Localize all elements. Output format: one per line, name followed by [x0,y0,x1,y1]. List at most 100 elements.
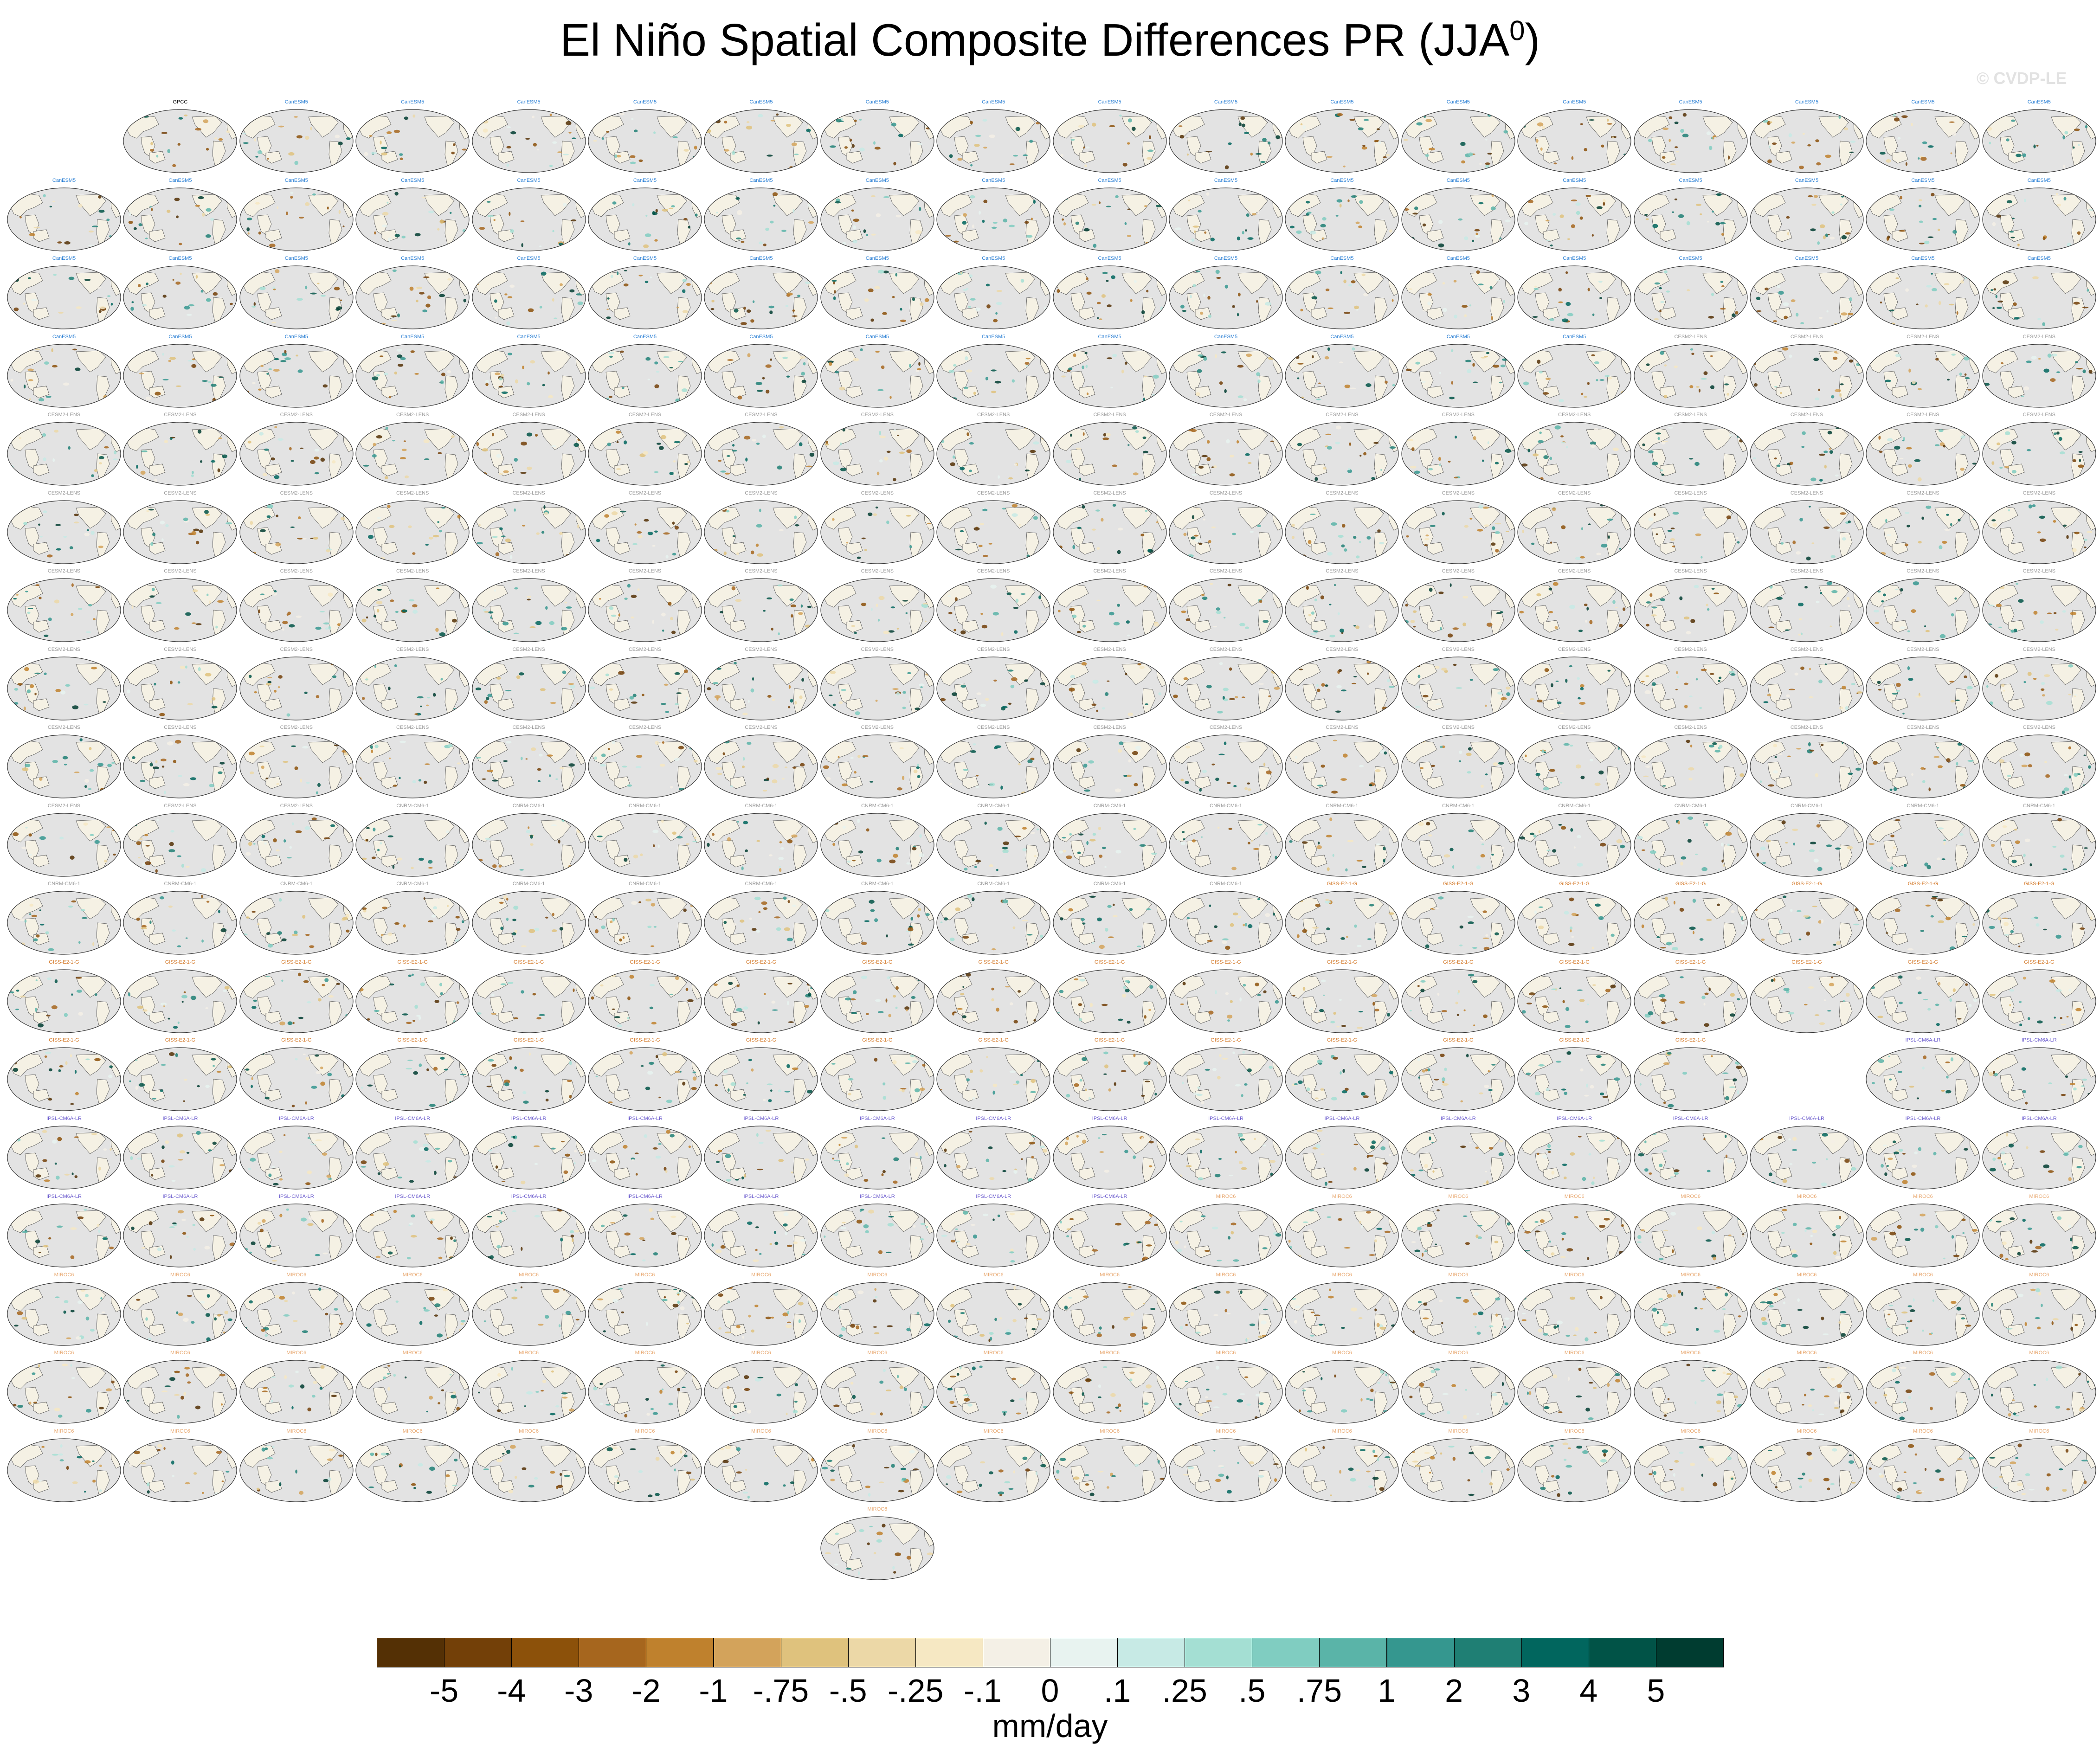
anomaly-cell [842,825,846,829]
land-mass [1543,620,1560,633]
land-mass [909,297,923,324]
anomaly-cell [453,143,456,146]
panel-title: CanESM5 [982,256,1005,261]
anomaly-cell [1086,841,1089,845]
land-mass [381,698,398,711]
anomaly-cell [1956,762,1958,766]
anomaly-cell [1520,391,1526,394]
anomaly-cell [1134,280,1137,283]
anomaly-cell [1505,219,1511,222]
land-mass [677,844,691,871]
anomaly-cell [1214,354,1217,358]
anomaly-cell [1257,824,1263,825]
map-border [1401,109,1515,173]
panel-title: CESM2-LENS [280,803,313,809]
anomaly-cell [624,440,627,444]
anomaly-cell [1226,439,1230,444]
anomaly-cell [791,614,793,618]
anomaly-cell [200,290,204,293]
anomaly-cell [2059,451,2065,455]
anomaly-cell [1384,751,1387,755]
anomaly-cell [1660,469,1663,472]
anomaly-cell [1329,635,1336,637]
anomaly-cell [1960,435,1966,439]
anomaly-cell [43,193,46,197]
anomaly-cell [853,218,859,222]
panel-title: CanESM5 [1330,334,1354,340]
anomaly-cell [575,293,582,296]
anomaly-cell [663,356,670,358]
anomaly-cell [2012,302,2017,306]
anomaly-cell [688,225,690,229]
anomaly-cell [1992,307,1995,309]
anomaly-cell [527,826,529,829]
anomaly-cell [1367,672,1369,675]
anomaly-cell [1058,850,1063,854]
anomaly-cell [84,779,90,783]
anomaly-cell [737,210,742,214]
map-panel: CESM2-LENS [587,568,702,643]
panel-title: CESM2-LENS [164,490,197,496]
anomaly-cell [311,817,317,820]
anomaly-cell [1228,828,1232,830]
land-mass [962,776,979,789]
anomaly-cell [637,531,642,534]
anomaly-cell [336,661,340,663]
anomaly-cell [196,540,200,544]
anomaly-cell [248,752,255,756]
map-border [820,265,934,329]
anomaly-cell [1598,770,1604,775]
anomaly-cell [1462,622,1466,627]
anomaly-cell [1237,236,1240,240]
anomaly-cell [1375,769,1381,772]
anomaly-cell [1076,631,1081,633]
anomaly-cell [974,144,980,147]
anomaly-cell [909,545,912,548]
anomaly-cell [361,473,367,477]
anomaly-cell [1274,686,1280,690]
map-border [123,422,237,486]
anomaly-cell [790,698,793,702]
anomaly-cell [17,682,23,686]
anomaly-cell [526,596,531,598]
anomaly-cell [2076,367,2083,369]
anomaly-cell [969,274,973,278]
anomaly-cell [828,361,832,366]
anomaly-cell [633,854,638,858]
land-mass [96,844,110,871]
panel-title: CanESM5 [52,334,76,340]
anomaly-cell [913,769,918,773]
anomaly-cell [251,117,254,119]
map-panel-plot [588,265,702,329]
map-panel: CanESM5 [1982,99,2097,174]
land-mass [212,375,226,402]
anomaly-cell [893,161,896,166]
anomaly-cell [1429,587,1433,592]
land-mass [265,386,282,398]
land-mass [962,698,979,711]
anomaly-cell [387,504,391,508]
anomaly-cell [201,868,206,872]
anomaly-cell [1720,308,1726,310]
anomaly-cell [1469,304,1471,307]
anomaly-cell [327,206,329,210]
panel-title: CESM2-LENS [47,803,81,809]
anomaly-cell [394,664,397,667]
panel-title: CESM2-LENS [1790,490,1823,496]
anomaly-cell [779,841,782,843]
map-panel: CESM2-LENS [703,725,818,799]
map-panel-plot [820,343,934,408]
anomaly-cell [106,826,111,828]
anomaly-cell [1607,518,1613,521]
map-border [1052,578,1167,642]
map-panel-plot [1866,422,1980,486]
anomaly-cell [645,214,648,217]
map-panel: CESM2-LENS [1865,647,1980,721]
anomaly-cell [439,632,446,637]
anomaly-cell [134,227,137,230]
anomaly-cell [1245,453,1250,456]
anomaly-cell [2087,531,2093,533]
anomaly-cell [1478,283,1484,286]
map-panel-plot [704,109,818,173]
land-mass [329,453,342,480]
